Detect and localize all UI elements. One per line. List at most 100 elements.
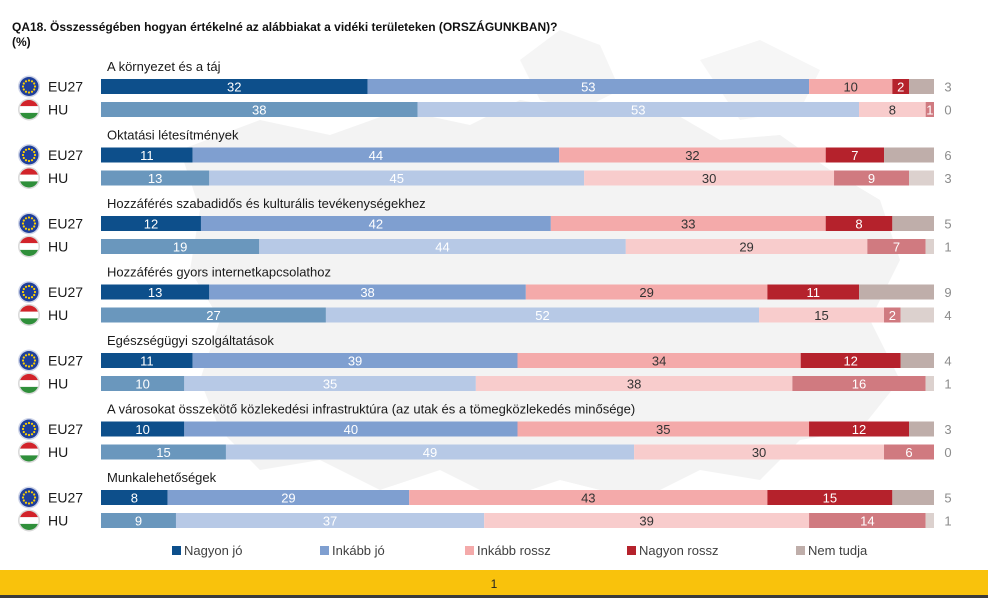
data-label-nagyon-jo: 19	[173, 240, 187, 255]
bar-segment-nagyon-jo	[101, 376, 185, 391]
bar-segment-nagyon-jo	[101, 239, 260, 254]
data-label-inkabb-jo: 53	[631, 103, 645, 118]
legend-item-nagyon-rossz: Nagyon rossz	[627, 543, 718, 558]
bar-segment-inkabb-rossz	[759, 307, 885, 323]
eu-flag-icon	[18, 281, 40, 303]
bar-segment-nagyon-jo	[101, 284, 210, 300]
bar-segment-inkabb-jo	[184, 421, 518, 437]
bar-segment-nagyon-jo	[101, 490, 168, 505]
data-label-nem-tudja: 1	[944, 240, 951, 255]
eu-flag-icon	[18, 75, 40, 98]
bar-segment-nagyon-rossz	[825, 147, 885, 163]
bar-segment-inkabb-rossz	[484, 513, 810, 528]
data-label-inkabb-rossz: 10	[843, 80, 857, 95]
legend-swatch	[172, 546, 181, 555]
bar-segment-nagyon-jo	[101, 353, 193, 368]
row-label-hu: HU	[48, 307, 68, 323]
legend-label: Inkább rossz	[477, 543, 551, 558]
data-label-nagyon-rossz: 8	[855, 217, 862, 232]
bar-segment-inkabb-rossz	[625, 239, 868, 254]
legend-label: Nagyon jó	[184, 543, 243, 558]
data-label-inkabb-jo: 39	[348, 354, 362, 369]
legend-item-nem-tudja: Nem tudja	[796, 543, 868, 558]
page-number: 1	[490, 577, 498, 591]
chart-title: QA18. Összességében hogyan értékelné az …	[12, 20, 558, 50]
bar-segment-inkabb-jo	[367, 79, 810, 94]
data-label-inkabb-jo: 44	[435, 240, 449, 255]
bar-segment-inkabb-rossz	[584, 170, 835, 186]
data-label-inkabb-rossz: 29	[639, 285, 653, 300]
bar-segment-nem-tudja	[900, 307, 934, 323]
row-label-eu27: EU27	[48, 216, 83, 232]
bar-segment-inkabb-jo	[259, 239, 626, 254]
bar-segment-nagyon-rossz	[809, 421, 910, 437]
data-label-nagyon-jo: 27	[206, 308, 220, 323]
data-label-inkabb-rossz: 32	[685, 148, 699, 163]
bar-segment-nem-tudja	[900, 353, 934, 368]
data-label-inkabb-rossz: 29	[739, 240, 753, 255]
data-label-inkabb-jo: 29	[281, 491, 295, 506]
data-label-nem-tudja: 5	[944, 491, 951, 506]
data-label-nagyon-rossz: 2	[889, 308, 896, 323]
data-label-nem-tudja: 3	[944, 171, 951, 186]
data-label-nagyon-jo: 13	[148, 171, 162, 186]
data-label-inkabb-rossz: 39	[639, 514, 653, 529]
title-line-2: (%)	[12, 35, 31, 49]
bar-segment-nem-tudja	[909, 421, 934, 437]
bar-segment-nem-tudja	[884, 147, 934, 163]
data-label-inkabb-jo: 37	[323, 514, 337, 529]
category-label: A környezet és a táj	[107, 59, 221, 74]
data-label-nem-tudja: 0	[944, 445, 951, 460]
data-label-nem-tudja: 3	[944, 80, 951, 95]
data-label-inkabb-rossz: 35	[656, 422, 670, 437]
data-label-inkabb-jo: 40	[344, 422, 358, 437]
bar-segment-nagyon-rossz	[925, 102, 934, 117]
data-label-nagyon-rossz: 9	[868, 171, 875, 186]
data-label-inkabb-jo: 49	[423, 445, 437, 460]
row-label-eu27: EU27	[48, 284, 83, 300]
legend-label: Inkább jó	[332, 543, 385, 558]
data-label-nagyon-jo: 8	[131, 491, 138, 506]
data-label-nagyon-jo: 11	[140, 148, 154, 163]
data-label-nagyon-jo: 10	[135, 377, 149, 392]
data-label-inkabb-jo: 45	[389, 171, 403, 186]
data-label-nagyon-rossz: 14	[860, 514, 874, 529]
bar-segment-nem-tudja	[925, 513, 934, 528]
data-label-inkabb-rossz: 43	[581, 491, 595, 506]
bar-segment-inkabb-rossz	[517, 421, 810, 437]
data-label-inkabb-jo: 52	[535, 308, 549, 323]
data-label-inkabb-rossz: 15	[814, 308, 828, 323]
bar-segment-inkabb-jo	[192, 353, 518, 368]
bar-segment-nem-tudja	[925, 239, 934, 254]
bar-segment-nagyon-jo	[101, 216, 201, 231]
page-footer: 1	[0, 570, 988, 598]
category-label: Hozzáférés gyors internetkapcsolathoz	[107, 265, 331, 280]
row-label-hu: HU	[48, 513, 68, 529]
hu-flag-icon	[18, 441, 40, 463]
title-line-1: QA18. Összességében hogyan értékelné az …	[12, 20, 558, 34]
bar-segment-inkabb-rossz	[634, 444, 885, 460]
bar-segment-nagyon-rossz	[892, 79, 910, 94]
data-label-nagyon-jo: 12	[144, 217, 158, 232]
data-label-nagyon-jo: 11	[140, 354, 154, 369]
legend-label: Nagyon rossz	[639, 543, 718, 558]
legend-swatch	[627, 546, 636, 555]
data-label-nagyon-jo: 38	[252, 103, 266, 118]
bar-segment-inkabb-rossz	[525, 284, 768, 300]
bar-segment-inkabb-jo	[209, 284, 526, 300]
hu-flag-icon	[18, 304, 40, 326]
data-label-nagyon-rossz: 1	[926, 103, 933, 118]
row-label-hu: HU	[48, 239, 68, 255]
bar-segment-nagyon-jo	[101, 513, 176, 528]
bar-segment-inkabb-jo	[209, 170, 585, 186]
data-label-nem-tudja: 4	[944, 354, 951, 369]
bar-segment-nagyon-rossz	[884, 444, 934, 460]
row-label-eu27: EU27	[48, 79, 83, 95]
bar-segment-nem-tudja	[909, 170, 934, 186]
bar-segment-nem-tudja	[925, 376, 934, 391]
bar-segment-nem-tudja	[909, 79, 934, 94]
data-label-nem-tudja: 3	[944, 422, 951, 437]
data-label-nem-tudja: 6	[944, 148, 951, 163]
bar-segment-nagyon-rossz	[767, 284, 860, 300]
